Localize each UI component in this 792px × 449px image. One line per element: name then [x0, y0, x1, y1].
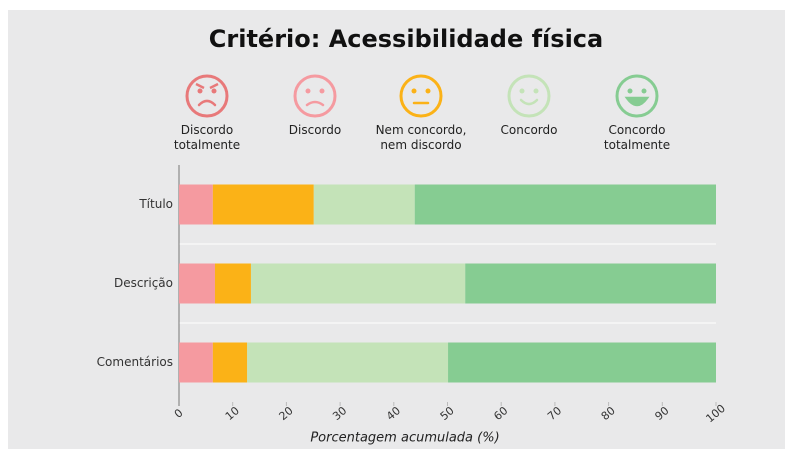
legend-face-eye — [425, 88, 431, 94]
legend-face — [507, 74, 551, 118]
bar-segment — [179, 263, 215, 304]
legend-face-mouth — [519, 98, 539, 106]
legend-face-eye — [519, 88, 525, 94]
y-tick-label: Comentários — [97, 355, 173, 369]
bar-segment — [247, 342, 449, 383]
y-tick-label: Título — [138, 197, 173, 211]
legend-label: Concordo totalmente — [603, 123, 671, 152]
x-axis-label: Porcentagem acumulada (%) — [310, 431, 499, 446]
bar-segment — [448, 342, 716, 383]
legend-face-eye — [305, 88, 311, 94]
legend-face-mouth — [624, 96, 650, 107]
y-tick-label: Descrição — [114, 276, 173, 290]
legend-face — [615, 74, 659, 118]
legend-face-eye — [197, 88, 203, 94]
legend-face-eye — [211, 88, 217, 94]
panel — [8, 10, 785, 449]
bar-segment — [313, 184, 415, 225]
legend-face-eye — [411, 88, 417, 94]
bar-segment — [465, 263, 716, 304]
legend-face-eye — [627, 88, 633, 94]
legend-face-brow — [195, 82, 219, 90]
legend-label: Discordo — [288, 123, 342, 137]
legend-face-eye — [641, 88, 647, 94]
bar-segment — [179, 184, 213, 225]
bar-segment — [179, 342, 213, 383]
legend-label: Nem concordo, nem discordo — [375, 123, 467, 152]
bar-segment — [212, 184, 314, 225]
legend-face-eye — [533, 88, 539, 94]
bar-segment — [414, 184, 716, 225]
legend-face-eye — [319, 88, 325, 94]
legend-label: Concordo — [500, 123, 558, 137]
bar-segment — [212, 342, 248, 383]
legend-face — [399, 74, 443, 118]
legend-face — [293, 74, 337, 118]
legend-face-mouth — [197, 99, 217, 107]
legend-face-mouth — [305, 100, 325, 107]
chart-title: Critério: Acessibilidade física — [209, 25, 603, 53]
bar-segment — [214, 263, 251, 304]
bar-segment — [250, 263, 466, 304]
legend-label: Discordo totalmente — [173, 123, 241, 152]
legend-face — [185, 74, 229, 118]
